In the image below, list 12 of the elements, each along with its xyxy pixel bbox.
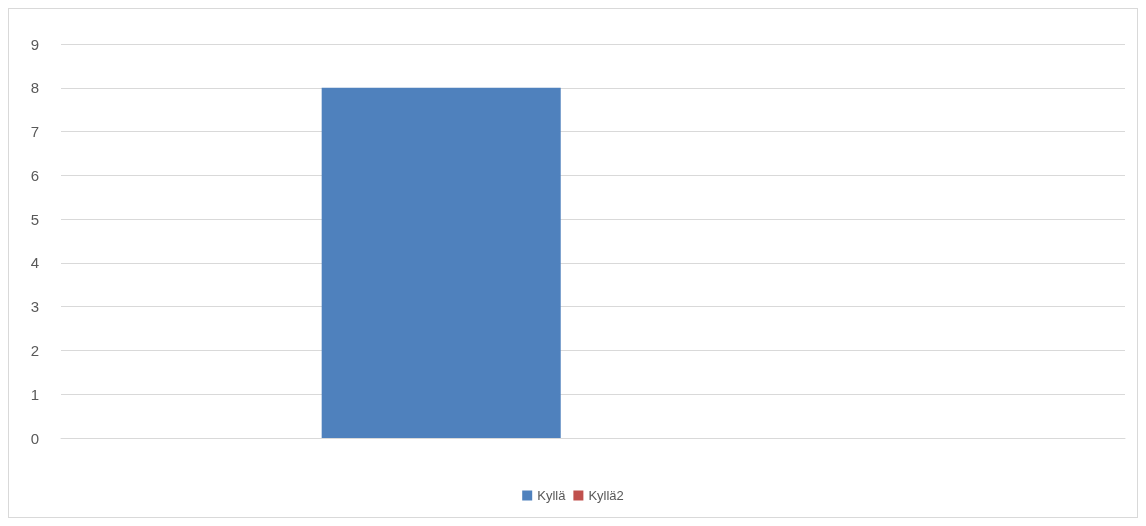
y-tick-label: 1 — [30, 385, 39, 403]
y-tick-label: 8 — [30, 79, 39, 97]
y-tick-label: 6 — [30, 166, 39, 184]
legend-label: Kyllä — [537, 488, 567, 503]
y-tick-label: 4 — [30, 254, 39, 272]
y-tick-label: 0 — [30, 429, 39, 447]
y-tick-label: 2 — [30, 341, 39, 359]
y-tick-label: 3 — [30, 298, 39, 316]
y-tick-label: 9 — [30, 35, 39, 53]
legend-label: Kyllä2 — [588, 488, 624, 503]
y-tick-label: 5 — [30, 210, 39, 228]
y-tick-label: 7 — [30, 123, 39, 141]
